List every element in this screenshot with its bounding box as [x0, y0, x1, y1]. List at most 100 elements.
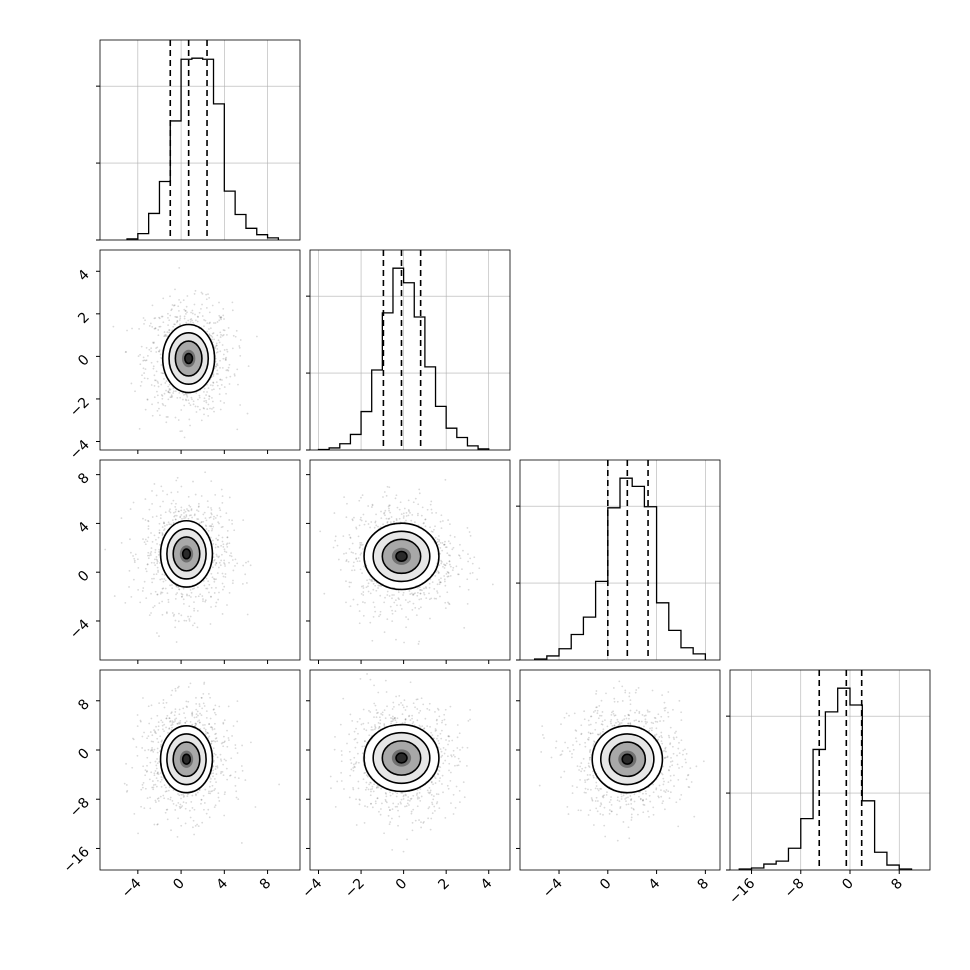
scatter-point — [210, 726, 213, 728]
scatter-point — [402, 512, 405, 515]
scatter-point — [167, 598, 170, 601]
scatter-point — [168, 510, 171, 512]
scatter-point — [219, 331, 222, 334]
scatter-point — [177, 667, 179, 669]
scatter-point — [334, 539, 337, 542]
scatter-point — [167, 789, 170, 792]
scatter-point — [405, 626, 407, 629]
scatter-point — [211, 728, 214, 731]
scatter-point — [211, 338, 213, 341]
scatter-point — [112, 325, 115, 328]
scatter-point — [210, 513, 213, 516]
scatter-point — [193, 513, 196, 516]
scatter-point — [174, 288, 176, 291]
scatter-point — [197, 398, 199, 401]
scatter-point — [343, 552, 345, 555]
scatter-point — [183, 517, 185, 520]
scatter-point — [439, 541, 442, 544]
scatter-point — [447, 575, 450, 578]
scatter-point — [422, 522, 425, 525]
scatter-point — [384, 717, 387, 720]
scatter-point — [150, 748, 153, 751]
scatter-point — [144, 408, 147, 411]
scatter-point — [222, 763, 225, 766]
scatter-point — [155, 785, 158, 788]
scatter-point — [390, 720, 393, 723]
scatter-point — [168, 389, 171, 391]
scatter-point — [156, 758, 158, 760]
scatter-point — [181, 430, 183, 432]
scatter-point — [409, 798, 412, 800]
scatter-point — [185, 515, 188, 518]
scatter-point — [104, 548, 107, 551]
scatter-point — [193, 833, 195, 836]
scatter-point — [141, 786, 144, 789]
scatter-point — [412, 501, 415, 504]
scatter-point — [400, 513, 403, 516]
scatter-point — [163, 378, 165, 380]
scatter-point — [431, 734, 434, 736]
scatter-point — [206, 330, 209, 333]
scatter-point — [379, 719, 382, 722]
scatter-point — [199, 408, 201, 411]
scatter-point — [144, 368, 147, 371]
scatter-point — [155, 558, 158, 561]
scatter-point — [353, 730, 356, 733]
scatter-point — [393, 521, 395, 524]
scatter-point — [217, 538, 219, 541]
scatter-point — [232, 334, 235, 337]
scatter-point — [436, 734, 439, 737]
scatter-point — [161, 724, 164, 727]
scatter-point — [227, 327, 230, 329]
scatter-point — [438, 571, 440, 574]
scatter-point — [203, 387, 206, 390]
scatter-point — [221, 572, 224, 575]
scatter-point — [681, 753, 684, 756]
scatter-point — [216, 384, 219, 387]
scatter-point — [457, 764, 460, 767]
scatter-point — [374, 610, 377, 613]
scatter-point — [205, 293, 208, 296]
scatter-point — [364, 805, 366, 807]
scatter-point — [414, 706, 416, 709]
scatter-point — [211, 527, 214, 530]
scatter-point — [157, 553, 160, 556]
scatter-point — [420, 598, 423, 600]
scatter-point — [369, 788, 372, 791]
scatter-point — [452, 793, 455, 796]
scatter-point — [647, 810, 649, 813]
scatter-point — [447, 519, 450, 521]
scatter-point — [229, 774, 231, 777]
scatter-point — [429, 828, 432, 831]
scatter-point — [234, 747, 237, 750]
scatter-point — [236, 428, 239, 431]
scatter-point — [434, 574, 437, 577]
scatter-point — [246, 582, 248, 584]
scatter-point — [362, 594, 365, 596]
scatter-point — [448, 735, 451, 738]
scatter-point — [334, 805, 337, 808]
scatter-point — [386, 594, 389, 596]
scatter-point — [158, 522, 161, 525]
scatter-point — [444, 540, 446, 543]
scatter-point — [447, 743, 449, 746]
scatter-point — [418, 711, 420, 714]
scatter-point — [200, 798, 203, 801]
scatter-point — [169, 511, 172, 514]
scatter-point — [185, 720, 188, 723]
scatter-point — [446, 755, 449, 758]
scatter-point — [469, 572, 472, 575]
scatter-point — [444, 723, 447, 726]
scatter-point — [171, 395, 173, 398]
scatter-point — [370, 726, 373, 729]
contour-line — [159, 519, 214, 588]
scatter-point — [443, 752, 446, 755]
scatter-point — [183, 317, 186, 320]
scatter-point — [363, 740, 366, 742]
scatter-point — [568, 714, 570, 717]
scatter-point — [208, 395, 210, 397]
scatter-point — [370, 728, 373, 731]
scatter-point — [175, 469, 177, 471]
scatter-point — [402, 517, 405, 519]
scatter-point — [163, 392, 166, 395]
